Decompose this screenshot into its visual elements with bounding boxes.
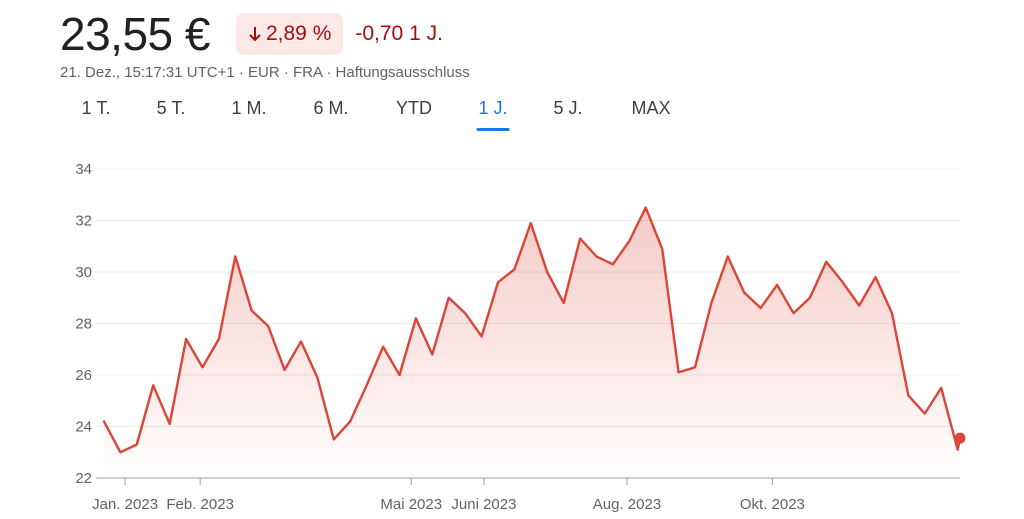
change-percent-value: 2,89 %: [265, 22, 332, 45]
data-point: [118, 450, 122, 454]
data-point: [512, 267, 516, 271]
y-tick-label: 22: [75, 470, 92, 487]
y-tick-label: 32: [75, 213, 92, 230]
series-area: [104, 207, 960, 478]
data-point: [709, 301, 713, 305]
data-point: [365, 383, 369, 387]
data-point: [808, 296, 812, 300]
data-point: [283, 368, 287, 372]
data-point: [332, 437, 336, 441]
y-tick-label: 28: [75, 316, 92, 333]
x-tick-label: Okt. 2023: [740, 496, 805, 513]
tab-1-day[interactable]: 1 T.: [81, 98, 111, 118]
data-point: [414, 316, 418, 320]
y-tick-label: 24: [75, 419, 92, 436]
data-point: [299, 340, 303, 344]
tab-5-years[interactable]: 5 J.: [553, 98, 583, 118]
data-point: [381, 345, 385, 349]
tab-5-days[interactable]: 5 T.: [156, 98, 186, 118]
data-point: [923, 412, 927, 416]
change-absolute: -0,70 1 J.: [355, 22, 443, 45]
data-point: [824, 260, 828, 264]
data-point: [792, 311, 796, 315]
data-point: [201, 365, 205, 369]
data-point: [135, 443, 139, 447]
y-axis: 22 24 26 28 30 32 34: [75, 161, 92, 487]
data-point: [742, 291, 746, 295]
data-point: [233, 255, 237, 259]
data-point: [890, 311, 894, 315]
x-tick-label: Feb. 2023: [166, 496, 234, 513]
data-point: [644, 206, 648, 210]
data-point: [578, 237, 582, 241]
quote-header: 23,55 € 2,89 % -0,70 1 J.: [60, 6, 443, 62]
data-point: [693, 365, 697, 369]
data-point: [595, 255, 599, 259]
data-point: [447, 296, 451, 300]
data-point: [545, 270, 549, 274]
data-point: [857, 304, 861, 308]
data-point: [874, 275, 878, 279]
tab-6-months[interactable]: 6 M.: [313, 98, 349, 118]
series-line: [102, 206, 962, 454]
tab-1-month[interactable]: 1 M.: [231, 98, 267, 118]
data-point: [315, 376, 319, 380]
data-point: [496, 280, 500, 284]
data-point: [348, 419, 352, 423]
data-point: [463, 311, 467, 315]
data-point: [775, 283, 779, 287]
data-point: [562, 301, 566, 305]
x-tick-label: Aug. 2023: [593, 496, 661, 513]
tab-max[interactable]: MAX: [631, 98, 671, 118]
data-point: [217, 337, 221, 341]
data-point: [627, 239, 631, 243]
tab-1-year[interactable]: 1 J.: [476, 98, 510, 132]
data-point: [759, 306, 763, 310]
x-tick-label: Mai 2023: [380, 496, 442, 513]
change-percent-badge: 2,89 %: [235, 13, 344, 55]
quote-meta: 21. Dez., 15:17:31 UTC+1 · EUR · FRA · H…: [60, 64, 470, 81]
data-point: [660, 247, 664, 251]
data-point: [529, 221, 533, 225]
x-axis: Jan. 2023 Feb. 2023 Mai 2023 Juni 2023 Aug. …: [92, 478, 805, 513]
data-point: [430, 352, 434, 356]
x-tick-label: Juni 2023: [451, 496, 516, 513]
data-point: [151, 383, 155, 387]
y-tick-label: 26: [75, 367, 92, 384]
x-tick-label: Jan. 2023: [92, 496, 158, 513]
y-tick-label: 34: [75, 161, 92, 178]
arrow-down-icon: [249, 27, 261, 42]
tab-ytd[interactable]: YTD: [396, 98, 432, 118]
data-point: [956, 448, 960, 452]
data-point: [939, 386, 943, 390]
y-tick-label: 30: [75, 264, 92, 281]
data-point: [266, 324, 270, 328]
data-point: [906, 394, 910, 398]
data-point: [841, 280, 845, 284]
data-point: [611, 262, 615, 266]
data-point: [726, 255, 730, 259]
data-point: [250, 309, 254, 313]
data-point: [398, 373, 402, 377]
current-price-dot[interactable]: [954, 432, 966, 444]
price-chart: 22 24 26 28 30 32 34 Jan. 2023 Feb. 2023 Mai 202…: [75, 161, 966, 513]
data-point: [168, 422, 172, 426]
data-point: [184, 337, 188, 341]
data-point: [102, 419, 106, 423]
data-point: [677, 370, 681, 374]
current-price: 23,55 €: [60, 8, 210, 60]
data-point: [480, 334, 484, 338]
